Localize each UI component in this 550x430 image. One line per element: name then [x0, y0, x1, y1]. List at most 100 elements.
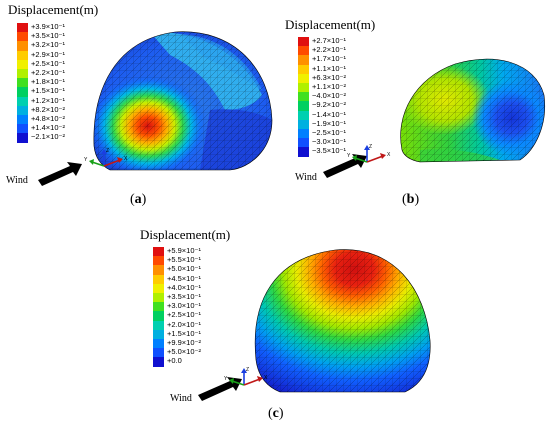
legend-swatch [298, 129, 309, 139]
legend-swatch [17, 78, 28, 89]
axis-y-label: Y [84, 157, 88, 163]
legend-tick-label: −3.0×10⁻¹ [312, 137, 346, 147]
legend-swatch [153, 348, 164, 359]
caption-a: (a) [130, 192, 147, 207]
axis-z-label: Z [369, 144, 372, 150]
legend-swatch [298, 147, 309, 158]
legend-tick-label: +3.2×10⁻¹ [31, 40, 65, 50]
legend-tick-label: +1.7×10⁻¹ [312, 54, 346, 64]
legend-tick-label: +5.0×10⁻² [167, 347, 201, 357]
legend-swatch [153, 311, 164, 322]
legend-swatch [153, 283, 164, 294]
legend-tick-label: +1.1×10⁻² [312, 82, 346, 91]
legend-tick-label: +2.2×10⁻¹ [312, 45, 346, 55]
legend-swatch [298, 73, 309, 84]
legend-swatch [298, 119, 309, 130]
legend-swatch [153, 329, 164, 340]
legend-tick-label: −2.5×10⁻¹ [312, 128, 346, 137]
legend-tick-label: +2.7×10⁻¹ [312, 36, 346, 45]
legend-tick-label: +1.5×10⁻¹ [31, 86, 65, 96]
legend-swatch [17, 23, 28, 33]
legend-swatch [17, 59, 28, 70]
wind-label: Wind [6, 175, 28, 186]
legend-tick-label: +2.0×10⁻¹ [167, 319, 201, 329]
dome-plot-b [400, 58, 546, 163]
legend-tick-label: +4.0×10⁻¹ [167, 282, 201, 292]
legend-tick-label: −3.5×10⁻¹ [312, 146, 346, 156]
legend-tick-label: −9.2×10⁻² [312, 100, 346, 110]
axis-triad-icon: Y Z X [84, 148, 128, 167]
legend-swatch [17, 115, 28, 125]
caption-c: (c) [268, 406, 284, 421]
legend-swatch [153, 256, 164, 267]
legend-tick-label: +2.9×10⁻¹ [31, 49, 65, 59]
legend-swatch [17, 41, 28, 52]
legend-swatch [17, 105, 28, 116]
axis-z-label: Z [106, 148, 109, 154]
axis-y-label: Y [347, 153, 351, 159]
axis-x-label: X [124, 156, 128, 162]
legend-tick-label: +8.2×10⁻² [31, 104, 65, 114]
legend-tick-label: +3.5×10⁻¹ [31, 31, 65, 41]
dome-plot-a [93, 31, 273, 171]
legend-swatch [17, 96, 28, 107]
legend-tick-label: +5.9×10⁻¹ [167, 246, 201, 255]
legend-tick-label: +1.4×10⁻² [31, 123, 65, 133]
wind-label: Wind [170, 393, 192, 404]
axis-y-label: Y [224, 376, 228, 382]
legend-tick-label: −1.9×10⁻¹ [312, 118, 346, 128]
legend-title: Displacement(m) [140, 227, 231, 242]
legend-tick-label: +4.5×10⁻¹ [167, 273, 201, 283]
legend-tick-label: +1.5×10⁻¹ [167, 328, 201, 338]
legend-title: Displacement(m) [285, 17, 376, 32]
legend-swatch [153, 357, 164, 368]
axis-x-label: X [264, 375, 268, 381]
legend-swatch [17, 87, 28, 98]
legend-swatch [298, 110, 309, 121]
legend-tick-label: +3.5×10⁻¹ [167, 292, 201, 301]
legend-swatch [298, 46, 309, 57]
legend-tick-label: +2.2×10⁻¹ [31, 68, 65, 77]
legend-tick-label: +5.0×10⁻¹ [167, 264, 201, 274]
wind-label: Wind [295, 172, 317, 183]
legend-title: Displacement(m) [8, 2, 99, 17]
legend-tick-label: +4.8×10⁻² [31, 114, 65, 123]
legend-swatch [298, 37, 309, 47]
legend-swatch [298, 83, 309, 93]
legend-tick-label: +5.5×10⁻¹ [167, 255, 201, 265]
legend-swatch [153, 265, 164, 276]
legend-swatch [298, 92, 309, 103]
legend-tick-label: +1.1×10⁻¹ [312, 63, 346, 73]
legend-swatch [153, 293, 164, 303]
legend-swatch [17, 133, 28, 144]
wind-arrow-icon [198, 377, 242, 401]
legend-swatch [153, 274, 164, 285]
legend-tick-label: +2.5×10⁻¹ [31, 58, 65, 68]
legend-swatch [153, 339, 164, 349]
legend-swatch [298, 101, 309, 112]
legend-swatch [298, 55, 309, 66]
legend-swatch [298, 138, 309, 149]
caption-b: (b) [402, 192, 420, 207]
axis-triad-icon: Y Z X [224, 367, 268, 386]
legend-tick-label: +3.9×10⁻¹ [31, 22, 65, 31]
legend-tick-label: −1.4×10⁻¹ [312, 109, 346, 119]
legend-tick-label: +9.9×10⁻² [167, 338, 201, 347]
legend-tick-label: +3.0×10⁻¹ [167, 301, 201, 311]
legend-tick-label: +2.5×10⁻¹ [167, 310, 201, 320]
legend-tick-label: +1.2×10⁻¹ [31, 95, 65, 105]
legend-swatch [298, 64, 309, 75]
legend-tick-label: +6.3×10⁻² [312, 72, 346, 82]
axis-x-label: X [387, 152, 391, 158]
wind-arrow-icon [38, 162, 82, 186]
legend-swatch [17, 124, 28, 135]
legend-swatch [153, 320, 164, 331]
axis-triad-icon: Y Z X [347, 144, 391, 163]
axis-z-label: Z [246, 367, 249, 373]
legend-tick-label: −2.1×10⁻² [31, 132, 65, 142]
legend-swatch [153, 302, 164, 313]
legend-swatch [17, 32, 28, 43]
legend-swatch [153, 247, 164, 257]
legend-tick-label: +0.0 [167, 356, 182, 366]
